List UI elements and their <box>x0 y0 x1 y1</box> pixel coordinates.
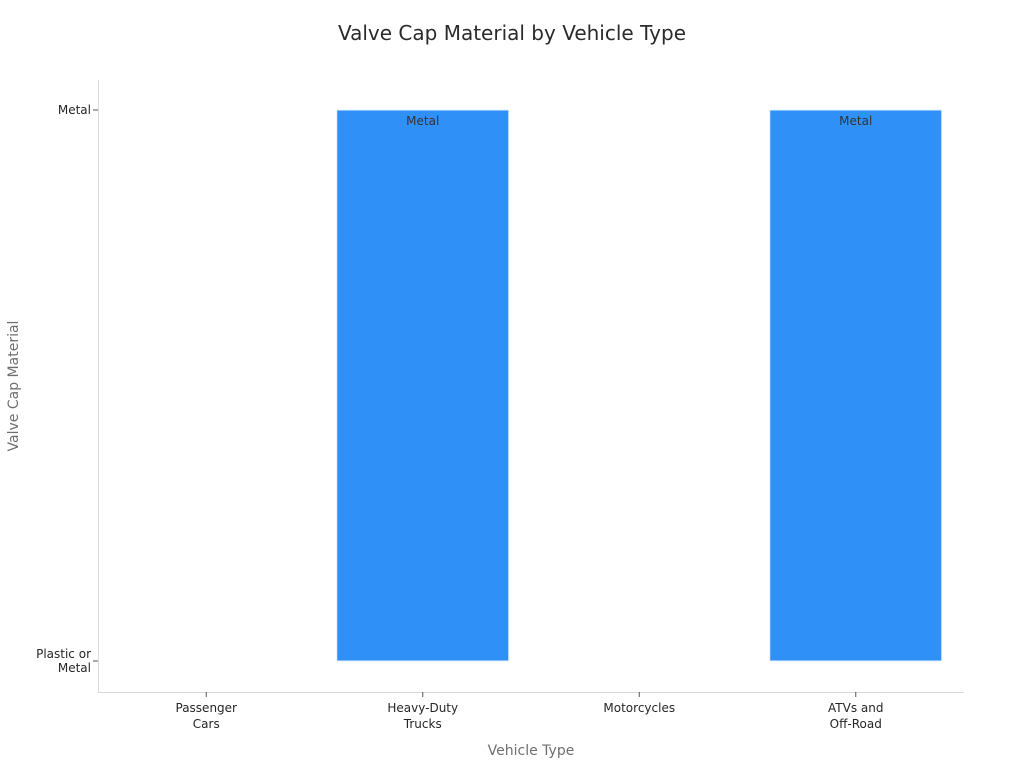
x-ticks-layer: Passenger Cars Heavy-Duty Trucks Motorcycles… <box>176 692 883 731</box>
y-axis-label: Valve Cap Material <box>6 321 22 452</box>
x-tick-label: Motorcycles <box>603 701 675 715</box>
bar-labels-layer: Metal Metal <box>406 114 872 128</box>
bars-layer <box>336 109 943 662</box>
bar <box>769 109 943 662</box>
x-tick-label: Heavy-Duty Trucks <box>387 701 458 731</box>
x-tick-label: ATVs and Off-Road <box>828 701 883 731</box>
bar-data-label: Metal <box>839 114 872 128</box>
bar <box>336 109 510 662</box>
x-tick-label: Passenger Cars <box>176 701 238 731</box>
chart-title: Valve Cap Material by Vehicle Type <box>338 21 686 45</box>
y-tick-label: Metal <box>58 103 91 117</box>
x-axis-label: Vehicle Type <box>488 743 575 759</box>
y-ticks-layer: Plastic or Metal Metal <box>36 103 98 675</box>
bar-data-label: Metal <box>406 114 439 128</box>
y-tick-label: Plastic or Metal <box>36 647 91 675</box>
